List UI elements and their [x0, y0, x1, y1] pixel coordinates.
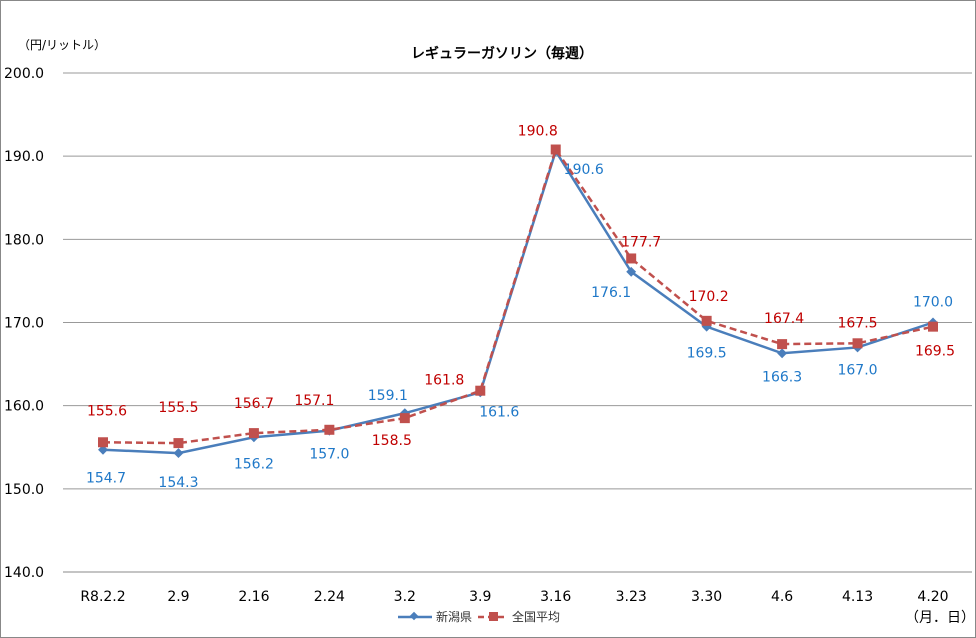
- data-point-square: [550, 144, 561, 155]
- data-point-square: [928, 321, 938, 332]
- legend-diamond-icon: [409, 611, 419, 621]
- y-tick-label: 140.0: [4, 565, 44, 581]
- data-point-square: [98, 437, 108, 448]
- x-tick-label: 3.16: [540, 589, 571, 605]
- y-tick-label: 170.0: [4, 316, 44, 332]
- x-tick-label: 3.30: [691, 589, 722, 605]
- data-point-square: [173, 438, 184, 449]
- series-line: [102, 146, 934, 445]
- data-label: 156.2: [234, 456, 274, 472]
- data-label: 167.5: [837, 315, 877, 331]
- x-tick-label: 2.9: [167, 589, 189, 605]
- data-label: 190.8: [518, 124, 558, 140]
- data-label: 166.3: [762, 369, 802, 385]
- legend: 新潟県 全国平均: [398, 609, 560, 624]
- y-axis-unit-label: （円/リットル）: [18, 38, 106, 52]
- data-point-square: [626, 253, 637, 264]
- data-label: 157.1: [294, 393, 334, 409]
- data-label: 167.0: [837, 362, 877, 378]
- x-tick-label: 3.2: [394, 589, 416, 605]
- chart-title: レギュラーガソリン（毎週）: [411, 45, 593, 62]
- y-tick-label: 160.0: [4, 399, 44, 415]
- data-point-square: [399, 413, 410, 424]
- data-point-square: [248, 428, 259, 439]
- data-label: 177.7: [621, 234, 661, 250]
- data-label: 154.7: [86, 471, 126, 487]
- legend-label-national: 全国平均: [512, 609, 560, 624]
- data-label: 158.5: [372, 433, 412, 449]
- y-tick-label: 150.0: [4, 482, 44, 498]
- data-point-diamond: [626, 266, 637, 277]
- legend-label-niigata: 新潟県: [436, 609, 472, 624]
- y-tick-label: 200.0: [4, 66, 44, 82]
- data-label: 161.6: [479, 404, 519, 420]
- data-label: 155.6: [87, 403, 127, 419]
- x-tick-label: 2.24: [314, 589, 345, 605]
- legend-square-icon: [489, 612, 498, 621]
- data-label: 156.7: [234, 396, 274, 412]
- data-label: 157.0: [309, 447, 349, 463]
- data-point-diamond: [777, 348, 788, 359]
- data-label: 161.8: [424, 373, 464, 389]
- data-point-square: [475, 385, 486, 396]
- data-label: 170.0: [913, 295, 953, 311]
- x-tick-label: 4.6: [771, 589, 793, 605]
- y-tick-label: 180.0: [4, 232, 44, 248]
- data-label: 154.3: [158, 475, 198, 491]
- data-point-square: [852, 338, 863, 349]
- data-point-diamond: [173, 448, 184, 459]
- series-national: 155.6 155.5 156.7 157.1 158.5 161.8 190.8 177.7…: [87, 124, 955, 450]
- data-point-square: [777, 339, 788, 350]
- data-label: 169.5: [915, 344, 955, 360]
- data-label: 159.1: [368, 388, 408, 404]
- x-tick-label: R8.2.2: [80, 589, 125, 605]
- data-label: 167.4: [764, 311, 804, 327]
- x-tick-label: 4.13: [842, 589, 873, 605]
- data-label: 169.5: [687, 346, 727, 362]
- x-tick-label: 4.20: [917, 589, 948, 605]
- data-label: 170.2: [689, 289, 729, 305]
- y-tick-label: 190.0: [4, 149, 44, 165]
- x-tick-label: 3.23: [616, 589, 647, 605]
- x-tick-label: 3.9: [469, 589, 491, 605]
- data-label: 176.1: [591, 285, 631, 301]
- x-tick-label: 2.16: [238, 589, 269, 605]
- data-point-square: [324, 424, 335, 435]
- x-axis-unit-label: （月．日）: [905, 610, 975, 626]
- data-point-square: [701, 315, 712, 326]
- data-label: 155.5: [158, 400, 198, 416]
